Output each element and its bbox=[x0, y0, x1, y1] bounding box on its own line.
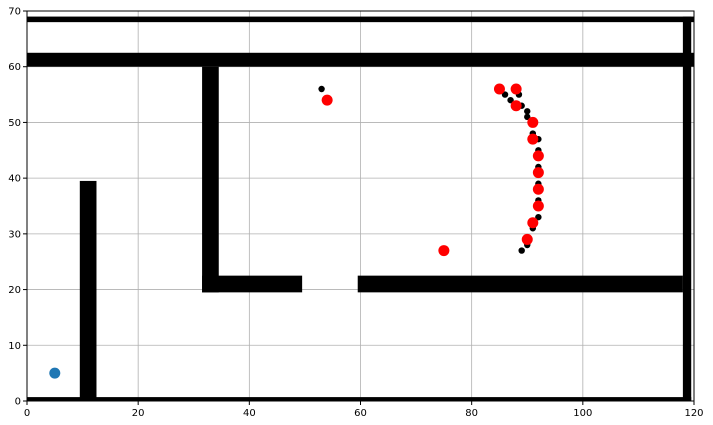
x-tick-label: 60 bbox=[354, 408, 367, 419]
scatter-point-series-2 bbox=[532, 150, 544, 162]
x-tick-label: 40 bbox=[243, 408, 256, 419]
scatter-point-series-2 bbox=[527, 116, 539, 128]
obstacle-wall bbox=[27, 397, 692, 401]
x-tick-label: 80 bbox=[465, 408, 478, 419]
y-tick-label: 70 bbox=[8, 7, 21, 18]
obstacle-wall bbox=[357, 275, 683, 293]
y-tick-label: 50 bbox=[8, 118, 21, 129]
data-points bbox=[49, 83, 544, 379]
scatter-point-series-2 bbox=[527, 133, 539, 145]
scatter-point-series-2 bbox=[532, 200, 544, 212]
scatter-point-series-2 bbox=[532, 167, 544, 179]
x-tick-label: 120 bbox=[684, 408, 703, 419]
scatter-point-series-1 bbox=[535, 213, 542, 221]
grid bbox=[26, 10, 695, 402]
obstacle-wall bbox=[27, 52, 694, 67]
y-tick-label: 30 bbox=[8, 229, 21, 240]
scatter-point-series-0 bbox=[49, 367, 61, 379]
scatter-point-series-1 bbox=[507, 96, 514, 104]
scatter-point-series-2 bbox=[521, 233, 533, 245]
obstacle-wall bbox=[202, 66, 219, 293]
x-tick-label: 100 bbox=[573, 408, 592, 419]
y-tick-label: 20 bbox=[8, 285, 21, 296]
axis-ticks: 0 20 40 60 80 100 120 0 10 20 30 40 50 60 70 bbox=[8, 7, 703, 420]
scatter-point-series-1 bbox=[318, 85, 325, 93]
scatter-point-series-2 bbox=[527, 217, 539, 229]
y-tick-label: 10 bbox=[8, 341, 21, 352]
scatter-point-series-1 bbox=[518, 247, 525, 254]
scatter-point-series-2 bbox=[532, 183, 544, 195]
obstacles bbox=[27, 16, 694, 401]
y-tick-label: 40 bbox=[8, 174, 21, 185]
x-tick-label: 20 bbox=[132, 408, 145, 419]
obstacle-wall bbox=[202, 275, 303, 293]
obstacle-wall bbox=[79, 180, 97, 401]
y-tick-label: 0 bbox=[15, 397, 21, 408]
scatter-point-series-2 bbox=[510, 83, 522, 95]
scatter-point-series-2 bbox=[510, 100, 522, 112]
scatter-point-series-2 bbox=[321, 94, 333, 106]
scatter-point-series-1 bbox=[524, 108, 531, 115]
scatter-point-series-1 bbox=[501, 91, 509, 98]
obstacle-wall bbox=[27, 16, 694, 23]
x-tick-label: 0 bbox=[24, 408, 30, 419]
scatter-point-series-1 bbox=[524, 113, 531, 121]
scatter-point-series-2 bbox=[493, 83, 505, 95]
scatter-point-series-2 bbox=[438, 245, 450, 257]
obstacle-wall bbox=[682, 16, 692, 401]
y-tick-label: 60 bbox=[8, 62, 21, 73]
